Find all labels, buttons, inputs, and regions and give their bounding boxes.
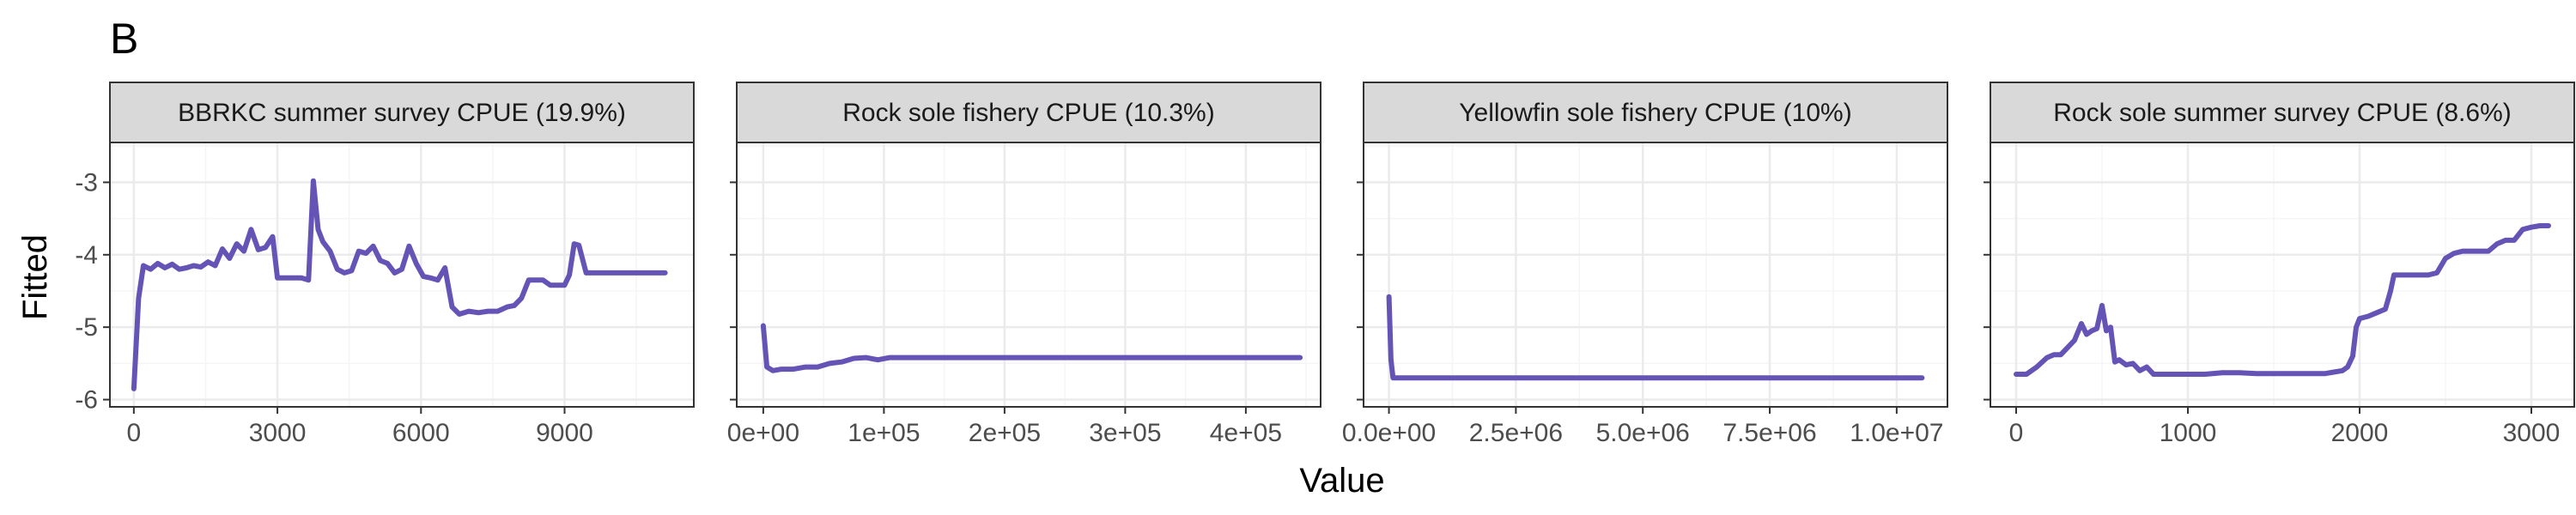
facet-strip [1990,82,2575,143]
facet-strip-label: Yellowfin sole fishery CPUE (10%) [1459,99,1851,127]
y-tick-label: -5 [75,313,98,342]
facet-strip-label: BBRKC summer survey CPUE (19.9%) [178,99,626,127]
facet-panel-2: Rock sole fishery CPUE (10.3%) 0e+00 1e+05… [727,82,1321,447]
x-tick-label: 3000 [249,419,307,447]
facet-panels: BBRKC summer survey CPUE (19.9%) 0 3000 600… [75,82,2575,447]
facet-panel-1: BBRKC summer survey CPUE (19.9%) 0 3000 600… [75,82,695,447]
x-tick-label: 0 [2009,419,2024,447]
x-tick-label: 9000 [536,419,593,447]
facet-panel-4: Rock sole summer survey CPUE (8.6%) 0 1000… [1984,82,2575,447]
x-tick-label: 7.5e+06 [1722,419,1816,447]
facet-strip-label: Rock sole fishery CPUE (10.3%) [842,99,1214,127]
x-tick-label: 1000 [2160,419,2217,447]
series-line [1386,294,1925,381]
x-tick-label: 3e+05 [1089,419,1161,447]
facet-strip [736,82,1321,143]
facet-strip [109,82,695,143]
y-tick-label: -3 [75,168,98,197]
x-axis-title: Value [1299,462,1384,500]
x-tick-label: 3000 [2503,419,2561,447]
x-tick-label: 2e+05 [969,419,1041,447]
figure-tag: B [110,15,138,63]
x-tick-label: 2000 [2331,419,2389,447]
x-tick-label: 5.0e+06 [1596,419,1690,447]
facet-strip-label: Rock sole summer survey CPUE (8.6%) [2053,99,2511,127]
series-line [131,178,668,391]
facet-strip [1363,82,1948,143]
x-tick-label: 0e+00 [727,419,799,447]
x-tick-label: 2.5e+06 [1469,419,1563,447]
x-tick-label: 1e+05 [848,419,920,447]
x-tick-label: 4e+05 [1210,419,1282,447]
facet-panel-3: Yellowfin sole fishery CPUE (10%) 0.0e+00… [1342,82,1948,447]
y-tick-label: -6 [75,386,98,415]
x-tick-label: 0.0e+00 [1342,419,1436,447]
x-tick-label: 6000 [392,419,450,447]
series-line [2014,223,2551,377]
y-axis-title: Fitted [16,234,54,320]
x-tick-label: 1.0e+07 [1850,419,1943,447]
y-tick-label: -4 [75,241,98,270]
x-tick-label: 0 [127,419,142,447]
series-line [760,323,1303,373]
